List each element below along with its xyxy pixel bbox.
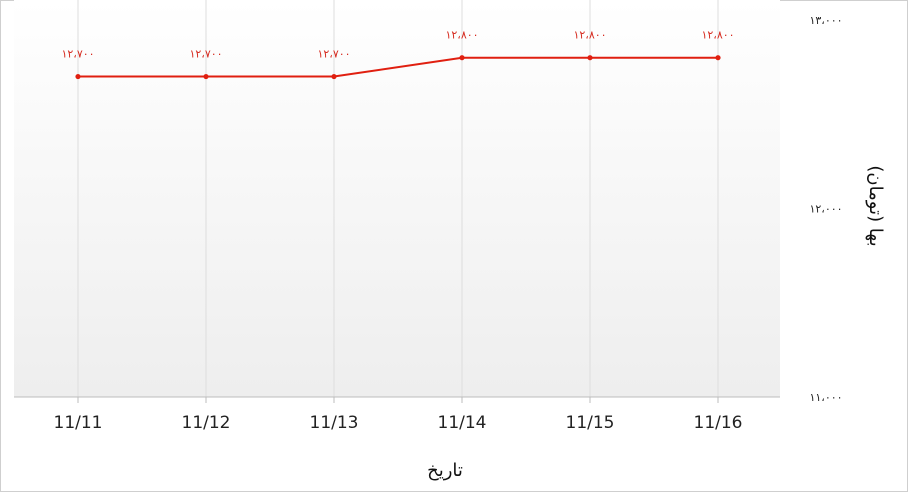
x-tick-label: 11/12 — [182, 413, 231, 433]
data-label: ۱۲،۸۰۰ — [573, 29, 606, 42]
x-tick-label: 11/16 — [694, 413, 743, 433]
x-tick-label: 11/14 — [438, 413, 487, 433]
data-point[interactable] — [715, 55, 721, 61]
data-point[interactable] — [459, 55, 465, 61]
grid — [77, 0, 719, 397]
y-axis-title: بها (تومان) — [865, 165, 886, 246]
series-line — [78, 56, 718, 78]
label-layer: ۱۲،۷۰۰ ۱۲،۷۰۰ ۱۲،۷۰۰ ۱۲،۸۰۰ ۱۲،۸۰۰ ۱۲،۸۰۰ — [61, 29, 734, 61]
x-tick-label: 11/15 — [566, 413, 615, 433]
plot-area — [14, 0, 780, 397]
y-tick-label: ۱۳،۰۰۰ — [809, 14, 842, 27]
data-label: ۱۲،۷۰۰ — [189, 48, 222, 61]
y-axis: ۱۱،۰۰۰ ۱۲،۰۰۰ ۱۳،۰۰۰ — [809, 14, 842, 404]
data-label: ۱۲،۷۰۰ — [61, 48, 94, 61]
data-point[interactable] — [203, 73, 209, 80]
data-point[interactable] — [75, 73, 81, 80]
y-tick-label: ۱۲،۰۰۰ — [809, 203, 842, 216]
x-tick-label: 11/13 — [310, 413, 359, 433]
data-point[interactable] — [331, 73, 337, 80]
data-point[interactable] — [587, 55, 593, 61]
data-label: ۱۲،۸۰۰ — [701, 29, 734, 42]
x-axis: 11/11 11/12 11/13 11/14 11/15 11/16 — [54, 397, 743, 433]
series-layer — [75, 55, 721, 80]
x-axis-title: تاریخ — [427, 460, 463, 481]
x-tick-label: 11/11 — [54, 413, 103, 433]
y-tick-label: ۱۱،۰۰۰ — [809, 391, 842, 404]
data-label: ۱۲،۸۰۰ — [445, 29, 478, 42]
data-label: ۱۲،۷۰۰ — [317, 48, 350, 61]
